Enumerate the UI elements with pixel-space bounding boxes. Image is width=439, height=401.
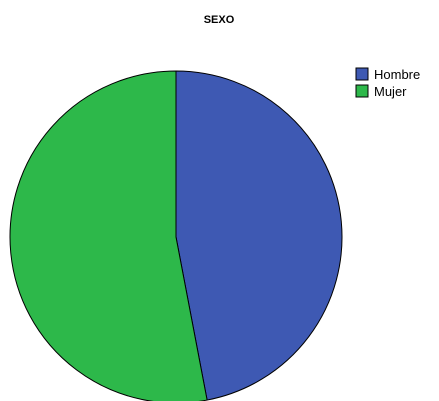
chart-title: SEXO [204, 14, 235, 26]
legend-label-hombre: Hombre [374, 67, 420, 82]
legend: Hombre Mujer [355, 67, 420, 99]
pie-slices [9, 70, 343, 401]
legend-swatch-mujer [355, 84, 369, 98]
legend-swatch-hombre [355, 67, 369, 81]
pie-slice-hombre [175, 70, 343, 401]
legend-label-mujer: Mujer [374, 84, 407, 99]
pie-slice-mujer [9, 70, 208, 401]
